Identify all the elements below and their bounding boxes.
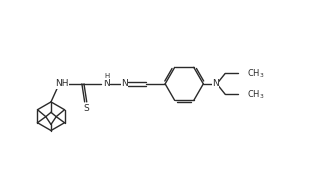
Text: N: N xyxy=(121,79,128,88)
Text: H: H xyxy=(104,73,109,79)
Text: NH: NH xyxy=(55,79,68,88)
Text: CH$_3$: CH$_3$ xyxy=(247,88,265,100)
Text: N: N xyxy=(103,79,110,88)
Text: S: S xyxy=(84,104,90,113)
Text: N: N xyxy=(212,79,219,88)
Text: CH$_3$: CH$_3$ xyxy=(247,67,265,80)
